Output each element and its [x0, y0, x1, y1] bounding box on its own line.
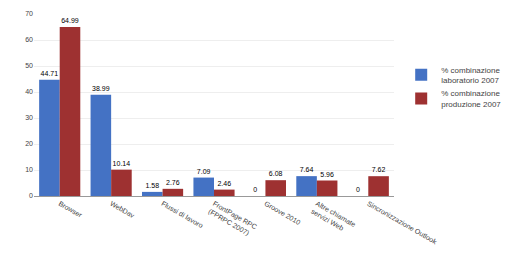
svg-text:40: 40: [25, 88, 33, 95]
svg-text:38.99: 38.99: [92, 85, 110, 92]
svg-text:10.14: 10.14: [113, 160, 131, 167]
svg-text:1.58: 1.58: [145, 182, 159, 189]
svg-text:% combinazioneproduzione 2007: % combinazioneproduzione 2007: [441, 89, 501, 108]
svg-text:30: 30: [25, 114, 33, 121]
svg-text:2.76: 2.76: [166, 179, 180, 186]
svg-text:FrontPage RPC(FPRPC 2007): FrontPage RPC(FPRPC 2007): [207, 200, 258, 240]
svg-text:Altre chiamateservizi Web: Altre chiamateservizi Web: [310, 200, 357, 236]
svg-text:7.62: 7.62: [372, 166, 386, 173]
svg-text:0: 0: [356, 186, 360, 193]
svg-text:Browser: Browser: [57, 200, 83, 219]
svg-text:60: 60: [25, 36, 33, 43]
svg-text:10: 10: [25, 166, 33, 173]
svg-text:7.64: 7.64: [300, 166, 314, 173]
svg-text:Sincronizzazione Outlook: Sincronizzazione Outlook: [366, 200, 438, 246]
svg-text:5.96: 5.96: [320, 171, 334, 178]
svg-text:44.71: 44.71: [41, 70, 59, 77]
svg-text:6.08: 6.08: [269, 170, 283, 177]
svg-text:% combinazionelaboratorio 2007: % combinazionelaboratorio 2007: [441, 66, 500, 85]
svg-text:WebDav: WebDav: [109, 200, 136, 220]
svg-text:0: 0: [253, 186, 257, 193]
svg-text:Groove 2010: Groove 2010: [263, 200, 302, 226]
svg-text:7.09: 7.09: [197, 168, 211, 175]
svg-text:20: 20: [25, 140, 33, 147]
svg-text:70: 70: [25, 10, 33, 17]
svg-text:Flussi di lavoro: Flussi di lavoro: [160, 200, 204, 229]
svg-text:2.46: 2.46: [217, 180, 231, 187]
svg-text:50: 50: [25, 62, 33, 69]
svg-text:64.99: 64.99: [61, 17, 79, 24]
svg-text:0: 0: [29, 192, 33, 199]
